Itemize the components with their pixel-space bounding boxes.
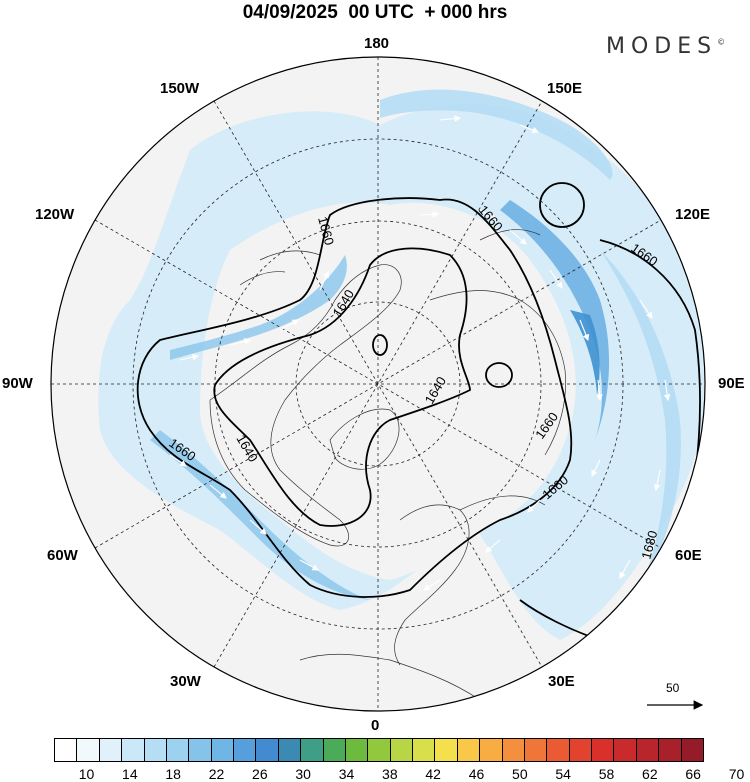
colorbar-tick-label: 30 [295, 766, 311, 782]
colorbar-swatch [144, 739, 167, 761]
lon-label-30e: 30E [548, 673, 575, 690]
lon-label-150e: 150E [547, 80, 583, 97]
colorbar-swatch [614, 739, 637, 761]
lon-label-90e: 90E [718, 375, 745, 392]
colorbar-tick-label: 54 [555, 766, 571, 782]
colorbar-swatch [301, 739, 324, 761]
contour-1660 [136, 197, 573, 598]
colorbar-swatch [480, 739, 503, 761]
coastlines [209, 229, 566, 701]
colorbar [54, 738, 704, 762]
colorbar-tick-label: 22 [208, 766, 225, 782]
jet-core-pacific [170, 255, 347, 360]
colorbar-tick-label: 70 [728, 766, 745, 782]
colorbar-tick-label: 42 [425, 766, 441, 782]
colorbar-tick-label: 26 [252, 766, 268, 782]
colorbar-swatch [256, 739, 279, 761]
wind-speed-shading [98, 89, 705, 640]
colorbar-tick-label: 34 [338, 766, 355, 782]
lon-label-30w: 30W [170, 673, 201, 690]
contour-label: 1660 [315, 215, 337, 247]
colorbar-tick-label: 10 [78, 766, 95, 782]
colorbar-swatch [390, 739, 413, 761]
colorbar-tick-label: 14 [122, 766, 138, 782]
coastline-alaska [239, 250, 321, 286]
colorbar-swatch [524, 739, 548, 761]
colorbar-swatch [592, 739, 615, 761]
colorbar-swatch [413, 739, 436, 761]
colorbar-swatch [636, 739, 660, 761]
colorbar-swatch [77, 739, 100, 761]
colorbar-swatch [166, 739, 190, 761]
modes-logo: MODES© [606, 34, 725, 59]
coastline-africa [299, 653, 481, 701]
coastline-north-america [209, 264, 402, 547]
jet-band-inner-clear [200, 202, 576, 580]
colorbar-swatch [435, 739, 458, 761]
wind-vectors [169, 115, 671, 591]
map-disk [51, 57, 705, 711]
colorbar-tick-label: 18 [165, 766, 181, 782]
colorbar-tick-label: 58 [598, 766, 615, 782]
contour-closed-high-east [539, 182, 585, 228]
colorbar-tick-label: 66 [685, 766, 701, 782]
colorbar-tick-label: 46 [468, 766, 485, 782]
lon-label-60w: 60W [47, 547, 78, 564]
colorbar-swatch [189, 739, 212, 761]
colorbar-tick-label: 50 [512, 766, 528, 782]
map-outline [50, 56, 706, 712]
colorbar-swatch [323, 739, 346, 761]
jet-core-north-pacific [380, 89, 613, 180]
colorbar-swatch [659, 739, 682, 761]
colorbar-swatch [211, 739, 234, 761]
colorbar-tick-label: 38 [382, 766, 398, 782]
lon-label-90w: 90W [2, 375, 33, 392]
colorbar-swatch [681, 739, 703, 761]
jet-core-atlantic [150, 430, 370, 600]
contour-closed-low-kara [485, 362, 513, 388]
colorbar-swatch [457, 739, 481, 761]
colorbar-tick-label: 62 [642, 766, 658, 782]
lon-label-0: 0 [371, 717, 380, 734]
colorbar-swatch [122, 739, 145, 761]
map-title: 04/09/2025 00 UTC + 000 hrs [242, 2, 508, 23]
brand-text: MODES [606, 34, 718, 59]
copyright-mark: © [717, 37, 726, 47]
colorbar-swatch [368, 739, 391, 761]
jet-max-siberia [570, 310, 600, 395]
colorbar-swatch [547, 739, 570, 761]
contour-1640 [213, 247, 471, 527]
vector-reference-label: 50 [666, 681, 680, 695]
colorbar-swatch [569, 739, 592, 761]
lon-label-150w: 150W [160, 80, 200, 97]
colorbar-swatch [99, 739, 123, 761]
colorbar-swatch [55, 739, 78, 761]
polar-stereographic-map: 1660 1640 1660 1640 1660 1660 1640 1660 … [50, 56, 706, 712]
colorbar-ticks: 10 14 18 22 26 30 34 38 42 46 50 54 58 62 66 70 [0, 766, 750, 782]
colorbar-swatch [234, 739, 257, 761]
contour-label: 1680 [638, 529, 660, 561]
colorbar-swatch [278, 739, 302, 761]
lon-label-120w: 120W [35, 206, 75, 223]
contour-closed-low-pole [372, 334, 388, 356]
lon-label-60e: 60E [675, 547, 702, 564]
coastline-greenland [329, 408, 400, 470]
colorbar-swatch [345, 739, 369, 761]
jet-core-east [600, 250, 681, 590]
lon-label-180: 180 [364, 35, 390, 52]
lon-label-120e: 120E [675, 206, 711, 223]
colorbar-swatch [502, 739, 525, 761]
